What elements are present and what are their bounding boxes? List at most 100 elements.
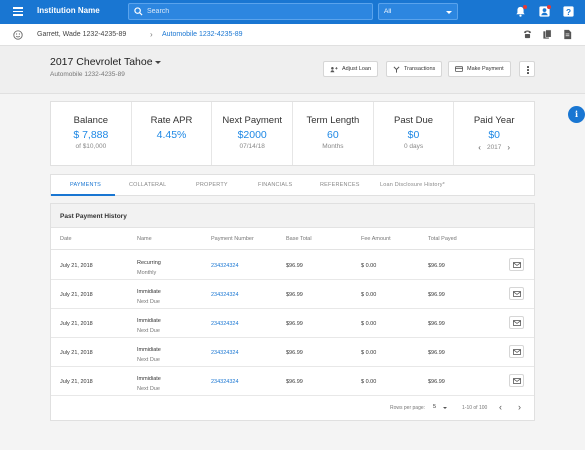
email-receipt-button[interactable] bbox=[509, 287, 524, 300]
table-header: Date Name Payment Number Base Total Fee … bbox=[51, 228, 534, 250]
bell-icon[interactable] bbox=[514, 5, 527, 18]
search-box[interactable] bbox=[128, 3, 373, 20]
account-icon[interactable] bbox=[538, 5, 551, 18]
svg-text:?: ? bbox=[566, 7, 571, 17]
account-header: 2017 Chevrolet Tahoe Automobile 1232-423… bbox=[0, 46, 585, 94]
adjust-loan-button[interactable]: Adjust Loan bbox=[323, 61, 379, 77]
payment-number-link[interactable]: 234324324 bbox=[211, 350, 239, 356]
menu-icon[interactable] bbox=[13, 7, 23, 16]
total-payed: $96.99 bbox=[428, 263, 445, 269]
email-receipt-button[interactable] bbox=[509, 345, 524, 358]
search-icon bbox=[134, 7, 143, 16]
make-payment-button[interactable]: Make Payment bbox=[448, 61, 511, 77]
column-header[interactable]: Total Payed bbox=[428, 236, 457, 242]
phone-icon[interactable] bbox=[522, 29, 533, 40]
search-input[interactable] bbox=[147, 4, 367, 19]
table-row[interactable]: July 21, 2018 Immidiate Next Due 234324324 $… bbox=[51, 367, 534, 396]
payment-name: Recurring Monthly bbox=[137, 258, 161, 278]
payment-number-link[interactable]: 234324324 bbox=[211, 379, 239, 385]
payment-name: Immidiate Next Due bbox=[137, 316, 161, 336]
chevron-left-icon[interactable]: ‹ bbox=[478, 143, 481, 152]
search-scope-select[interactable]: All bbox=[378, 3, 458, 20]
vehicle-subtitle: Automobile 1232-4235-89 bbox=[50, 71, 125, 78]
stat-value: $2000 bbox=[237, 129, 267, 141]
payment-number-link[interactable]: 234324324 bbox=[211, 263, 239, 269]
transactions-icon bbox=[393, 66, 400, 73]
payment-number-link[interactable]: 234324324 bbox=[211, 321, 239, 327]
stat-rate-apr: Rate APR 4.45% bbox=[132, 102, 213, 165]
vehicle-title: 2017 Chevrolet Tahoe bbox=[50, 56, 153, 68]
stat-label: Paid Year bbox=[473, 115, 515, 126]
email-receipt-button[interactable] bbox=[509, 316, 524, 329]
page-range: 1-10 of 100 bbox=[462, 405, 488, 411]
table-row[interactable]: July 21, 2018 Immidiate Next Due 234324324 $… bbox=[51, 309, 534, 338]
transactions-button[interactable]: Transactions bbox=[386, 61, 443, 77]
make-payment-label: Make Payment bbox=[467, 66, 504, 72]
column-header[interactable]: Base Total bbox=[286, 236, 312, 242]
vehicle-dropdown-icon[interactable] bbox=[155, 61, 161, 64]
email-receipt-button[interactable] bbox=[509, 374, 524, 387]
payment-type: Immidiate bbox=[137, 289, 161, 295]
table-row[interactable]: July 21, 2018 Recurring Monthly 234324324 $9… bbox=[51, 251, 534, 280]
year-selector: ‹ 2017 › bbox=[454, 143, 534, 152]
rows-per-page-select[interactable]: 5 bbox=[433, 404, 437, 410]
column-header[interactable]: Fee Amount bbox=[361, 236, 391, 242]
stat-paid-year: Paid Year $0 ‹ 2017 › bbox=[454, 102, 534, 165]
total-payed: $96.99 bbox=[428, 350, 445, 356]
copy-icon[interactable] bbox=[542, 29, 553, 40]
tab-references[interactable]: REFERENCES bbox=[320, 182, 360, 188]
help-icon[interactable]: ? bbox=[562, 5, 575, 18]
total-payed: $96.99 bbox=[428, 379, 445, 385]
info-icon[interactable]: i bbox=[568, 106, 585, 123]
breadcrumb: Garrett, Wade 1232-4235-89 › Automobile … bbox=[0, 24, 585, 46]
tab-loan-disclosure-history[interactable]: Loan Disclosure History* bbox=[380, 182, 446, 188]
tab-collateral[interactable]: COLLATERAL bbox=[129, 182, 167, 188]
document-icon[interactable] bbox=[562, 29, 573, 40]
column-header[interactable]: Payment Number bbox=[211, 236, 254, 242]
payment-schedule: Next Due bbox=[137, 328, 160, 334]
loan-summary: Balance $ 7,888 of $10,000 Rate APR 4.45… bbox=[50, 101, 535, 166]
payment-number-link[interactable]: 234324324 bbox=[211, 292, 239, 298]
table-row[interactable]: July 21, 2018 Immidiate Next Due 234324324 $… bbox=[51, 280, 534, 309]
tab-payments[interactable]: PAYMENTS bbox=[70, 182, 102, 188]
email-receipt-button[interactable] bbox=[509, 258, 524, 271]
breadcrumb-separator: › bbox=[150, 30, 153, 39]
card-title: Past Payment History bbox=[60, 213, 127, 220]
chevron-down-icon[interactable] bbox=[443, 407, 447, 409]
stat-balance: Balance $ 7,888 of $10,000 bbox=[51, 102, 132, 165]
total-payed: $96.99 bbox=[428, 321, 445, 327]
more-options-icon[interactable] bbox=[519, 61, 535, 77]
pagination: Rows per page: 5 1-10 of 100 ‹ › bbox=[51, 394, 534, 420]
app-bar: Institution Name All ? bbox=[0, 0, 585, 24]
mail-icon bbox=[513, 291, 521, 297]
stat-label: Rate APR bbox=[150, 115, 193, 126]
mail-icon bbox=[513, 349, 521, 355]
base-total: $96.99 bbox=[286, 292, 303, 298]
stat-next-payment: Next Payment $2000 07/14/18 bbox=[212, 102, 294, 165]
active-tab-indicator bbox=[51, 194, 115, 196]
column-header[interactable]: Name bbox=[137, 236, 152, 242]
chevron-right-icon[interactable]: › bbox=[507, 143, 511, 152]
chevron-left-icon[interactable]: ‹ bbox=[499, 402, 502, 412]
face-icon bbox=[13, 30, 23, 40]
column-header[interactable]: Date bbox=[60, 236, 72, 242]
tab-property[interactable]: PROPERTY bbox=[196, 182, 228, 188]
notification-badge bbox=[523, 5, 527, 9]
stat-term-length: Term Length 60 Months bbox=[293, 102, 374, 165]
chevron-down-icon bbox=[446, 11, 452, 14]
payment-schedule: Monthly bbox=[137, 270, 157, 276]
chevron-right-icon[interactable]: › bbox=[518, 402, 521, 412]
payment-name: Immidiate Next Due bbox=[137, 345, 161, 365]
tab-financials[interactable]: FINANCIALS bbox=[258, 182, 293, 188]
breadcrumb-account[interactable]: Automobile 1232-4235-89 bbox=[162, 31, 243, 38]
breadcrumb-customer[interactable]: Garrett, Wade 1232-4235-89 bbox=[37, 31, 127, 38]
stat-label: Past Due bbox=[393, 115, 434, 126]
stat-label: Next Payment bbox=[222, 115, 283, 126]
table-row[interactable]: July 21, 2018 Immidiate Next Due 234324324 $… bbox=[51, 338, 534, 367]
year-value: 2017 bbox=[486, 144, 502, 151]
app-title: Institution Name bbox=[37, 6, 100, 15]
mail-icon bbox=[513, 320, 521, 326]
payment-date: July 21, 2018 bbox=[60, 350, 93, 356]
stat-sub: of $10,000 bbox=[75, 143, 107, 150]
stat-sub: Months bbox=[322, 143, 344, 150]
